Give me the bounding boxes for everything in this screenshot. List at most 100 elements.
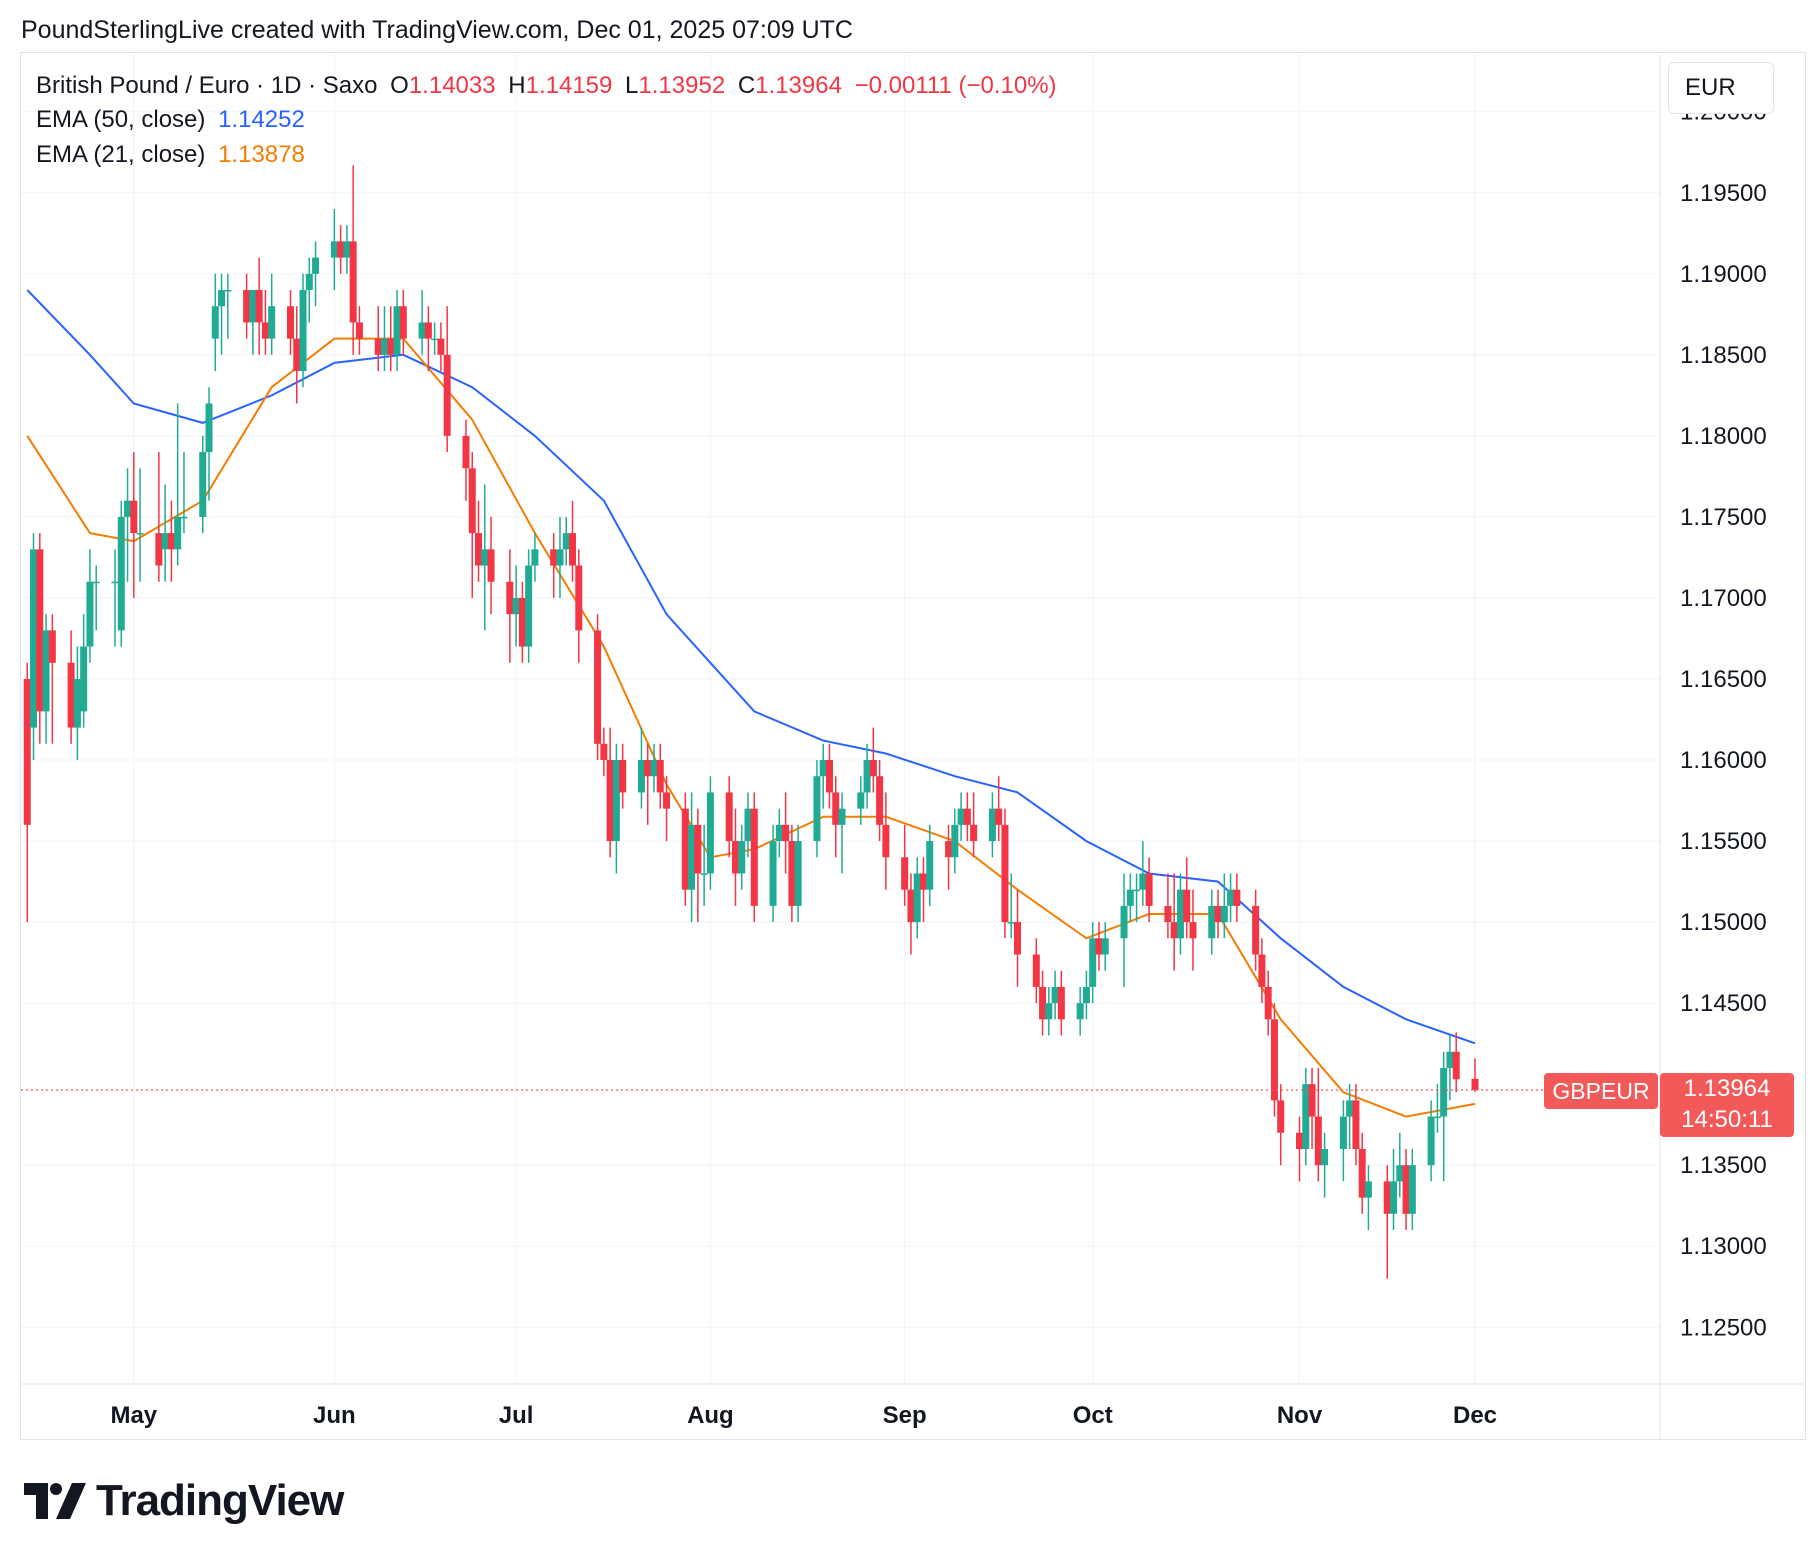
candle-body bbox=[1427, 1116, 1435, 1166]
candle-body bbox=[462, 435, 470, 469]
candle-body bbox=[788, 841, 796, 906]
x-tick-label: Oct bbox=[1073, 1402, 1113, 1429]
y-tick-label: 1.14500 bbox=[1680, 990, 1767, 1017]
candle-body bbox=[594, 630, 602, 744]
candle-body bbox=[963, 808, 971, 825]
candle-body bbox=[619, 760, 627, 793]
y-tick-label: 1.18000 bbox=[1680, 423, 1767, 450]
candle-body bbox=[1446, 1051, 1454, 1068]
candle-body bbox=[706, 792, 714, 874]
candle-body bbox=[600, 743, 608, 761]
ema21-value: 1.13878 bbox=[218, 141, 305, 168]
candle-body bbox=[1270, 1019, 1278, 1101]
candle-body bbox=[1346, 1100, 1354, 1117]
candle-body bbox=[1013, 922, 1021, 955]
candle-body bbox=[117, 516, 125, 631]
candle-body bbox=[919, 873, 927, 890]
candle-body bbox=[211, 306, 219, 339]
candle-body bbox=[506, 581, 514, 615]
last-price-value: 1.13964 bbox=[1683, 1075, 1771, 1102]
candle-body bbox=[556, 549, 564, 566]
candle-body bbox=[42, 630, 50, 712]
candle-body bbox=[1339, 1116, 1347, 1149]
ema50-legend[interactable]: EMA (50, close) 1.14252 bbox=[36, 106, 311, 134]
candle-body bbox=[124, 500, 132, 517]
candle-body bbox=[1076, 1003, 1084, 1020]
candle-body bbox=[130, 500, 138, 534]
candle-body bbox=[111, 581, 119, 584]
tradingview-brand[interactable]: TradingView bbox=[24, 1476, 344, 1526]
candle-body bbox=[1440, 1067, 1448, 1117]
candle-body bbox=[30, 549, 38, 728]
candle-body bbox=[725, 792, 733, 842]
candle-body bbox=[218, 290, 226, 307]
candle-body bbox=[1164, 905, 1172, 923]
candle-body bbox=[312, 257, 320, 274]
candle-body bbox=[205, 403, 213, 453]
x-tick-label: Jul bbox=[499, 1402, 534, 1429]
candle-body bbox=[694, 824, 702, 874]
candle-body bbox=[381, 338, 388, 355]
candle-body bbox=[913, 873, 921, 923]
candle-body bbox=[481, 549, 489, 566]
candle-body bbox=[161, 533, 169, 550]
candle-body bbox=[355, 322, 363, 339]
y-tick-label: 1.16000 bbox=[1680, 747, 1767, 774]
candle-body bbox=[869, 760, 877, 777]
candle-body bbox=[525, 565, 533, 647]
symbol-price-tag: GBPEUR bbox=[1544, 1073, 1658, 1109]
candle-body bbox=[224, 290, 232, 292]
x-tick-label: Jun bbox=[313, 1402, 356, 1429]
candle-body bbox=[782, 824, 790, 842]
candle-body bbox=[951, 824, 959, 858]
candle-body bbox=[174, 516, 182, 550]
candle-body bbox=[1352, 1100, 1360, 1149]
candle-body bbox=[688, 824, 696, 890]
candle-body bbox=[1296, 1132, 1304, 1149]
candle-body bbox=[813, 776, 821, 842]
candle-body bbox=[330, 241, 338, 258]
candle-body bbox=[518, 597, 526, 647]
candle-body bbox=[299, 290, 307, 372]
candle-body bbox=[136, 533, 144, 535]
candle-body bbox=[48, 630, 56, 663]
close-label: C bbox=[737, 72, 756, 99]
candle-body bbox=[1433, 1116, 1441, 1119]
candle-body bbox=[907, 889, 915, 923]
candle-body bbox=[926, 841, 934, 890]
candle-body bbox=[1095, 938, 1103, 955]
currency-button[interactable]: EUR bbox=[1668, 62, 1774, 114]
candle-body bbox=[988, 808, 996, 842]
y-tick-label: 1.18500 bbox=[1680, 342, 1767, 369]
open-value: 1.14033 bbox=[408, 72, 496, 99]
brand-name: TradingView bbox=[96, 1476, 344, 1525]
candle-body bbox=[431, 338, 439, 341]
candle-body bbox=[475, 533, 483, 566]
ema21-label: EMA (21, close) bbox=[36, 141, 206, 168]
candle-body bbox=[1208, 905, 1216, 939]
candle-body bbox=[531, 549, 539, 566]
candle-body bbox=[1471, 1078, 1479, 1090]
candle-body bbox=[1302, 1084, 1310, 1149]
candle-body bbox=[1233, 889, 1241, 906]
candle-body bbox=[155, 533, 163, 566]
candle-body bbox=[1189, 922, 1197, 939]
bar-countdown: 14:50:11 bbox=[1681, 1106, 1773, 1133]
candle-body bbox=[1358, 1148, 1366, 1198]
candle-body bbox=[487, 549, 495, 582]
symbol-name: British Pound / Euro · 1D · Saxo bbox=[36, 72, 378, 99]
candle-body bbox=[901, 857, 909, 890]
y-tick-label: 1.13500 bbox=[1680, 1152, 1767, 1179]
ema21-legend[interactable]: EMA (21, close) 1.13878 bbox=[36, 141, 311, 169]
candle-body bbox=[637, 760, 645, 793]
candle-body bbox=[73, 678, 81, 728]
candle-body bbox=[606, 760, 614, 842]
candle-body bbox=[305, 273, 313, 291]
candle-body bbox=[512, 597, 520, 615]
candle-body bbox=[775, 824, 783, 842]
y-tick-label: 1.15000 bbox=[1680, 909, 1767, 936]
symbol-legend[interactable]: British Pound / Euro · 1D · Saxo O1.1403… bbox=[36, 72, 1063, 100]
y-tick-label: 1.17000 bbox=[1680, 585, 1767, 612]
candle-body bbox=[1032, 954, 1040, 987]
